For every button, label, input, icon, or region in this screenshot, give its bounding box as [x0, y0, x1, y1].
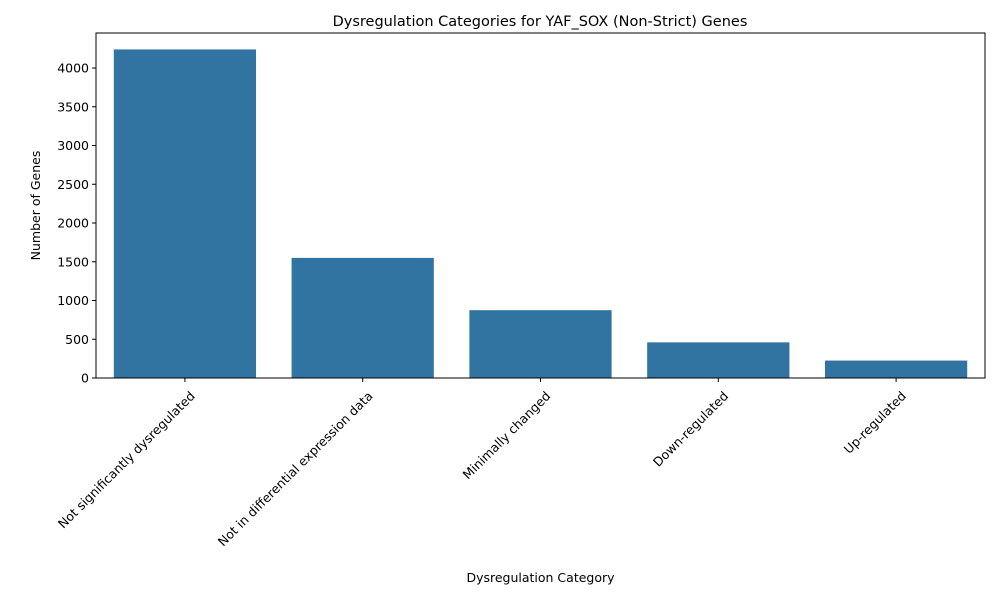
x-tick-label: Down-regulated: [650, 388, 731, 469]
bar-4: [647, 342, 790, 378]
y-tick-label: 500: [65, 332, 89, 347]
y-tick-label: 4000: [57, 61, 89, 76]
x-tick-label: Up-regulated: [841, 388, 909, 456]
bar-2: [291, 257, 434, 378]
y-tick-label: 3500: [57, 99, 89, 114]
plot-frame: [95, 32, 986, 379]
y-axis-label: Number of Genes: [28, 151, 43, 261]
bar-1: [113, 49, 257, 379]
y-tick-label: 3000: [57, 138, 89, 153]
x-tick-label: Not in differential expression data: [215, 388, 376, 549]
x-tick-label: Not significantly dysregulated: [55, 388, 198, 531]
bar-5: [824, 360, 968, 378]
bar-3: [469, 310, 612, 378]
x-axis-label: Dysregulation Category: [466, 570, 615, 585]
bars-group: [113, 49, 968, 379]
y-tick-label: 0: [81, 371, 89, 386]
y-tick-label: 1500: [57, 254, 89, 269]
y-tick-label: 2000: [57, 216, 89, 231]
x-tick-label: Minimally changed: [460, 388, 554, 482]
x-axis: Not significantly dysregulated Not in dif…: [55, 378, 909, 549]
y-tick-label: 1000: [57, 293, 89, 308]
y-tick-label: 2500: [57, 177, 89, 192]
chart-title: Dysregulation Categories for YAF_SOX (No…: [333, 14, 748, 30]
y-axis: 0 500 1000 1500 2000 2500 3000 3500 4000: [57, 61, 96, 386]
